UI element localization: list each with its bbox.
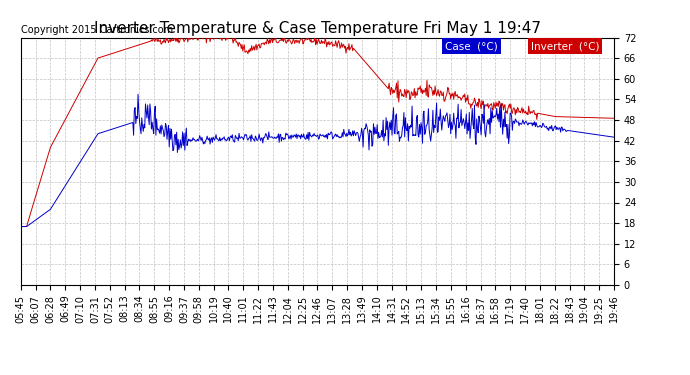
Text: Case  (°C): Case (°C) [445,41,497,51]
Text: Copyright 2015 Cartronics.com: Copyright 2015 Cartronics.com [21,25,172,35]
Text: Inverter  (°C): Inverter (°C) [531,41,600,51]
Title: Inverter Temperature & Case Temperature Fri May 1 19:47: Inverter Temperature & Case Temperature … [94,21,541,36]
